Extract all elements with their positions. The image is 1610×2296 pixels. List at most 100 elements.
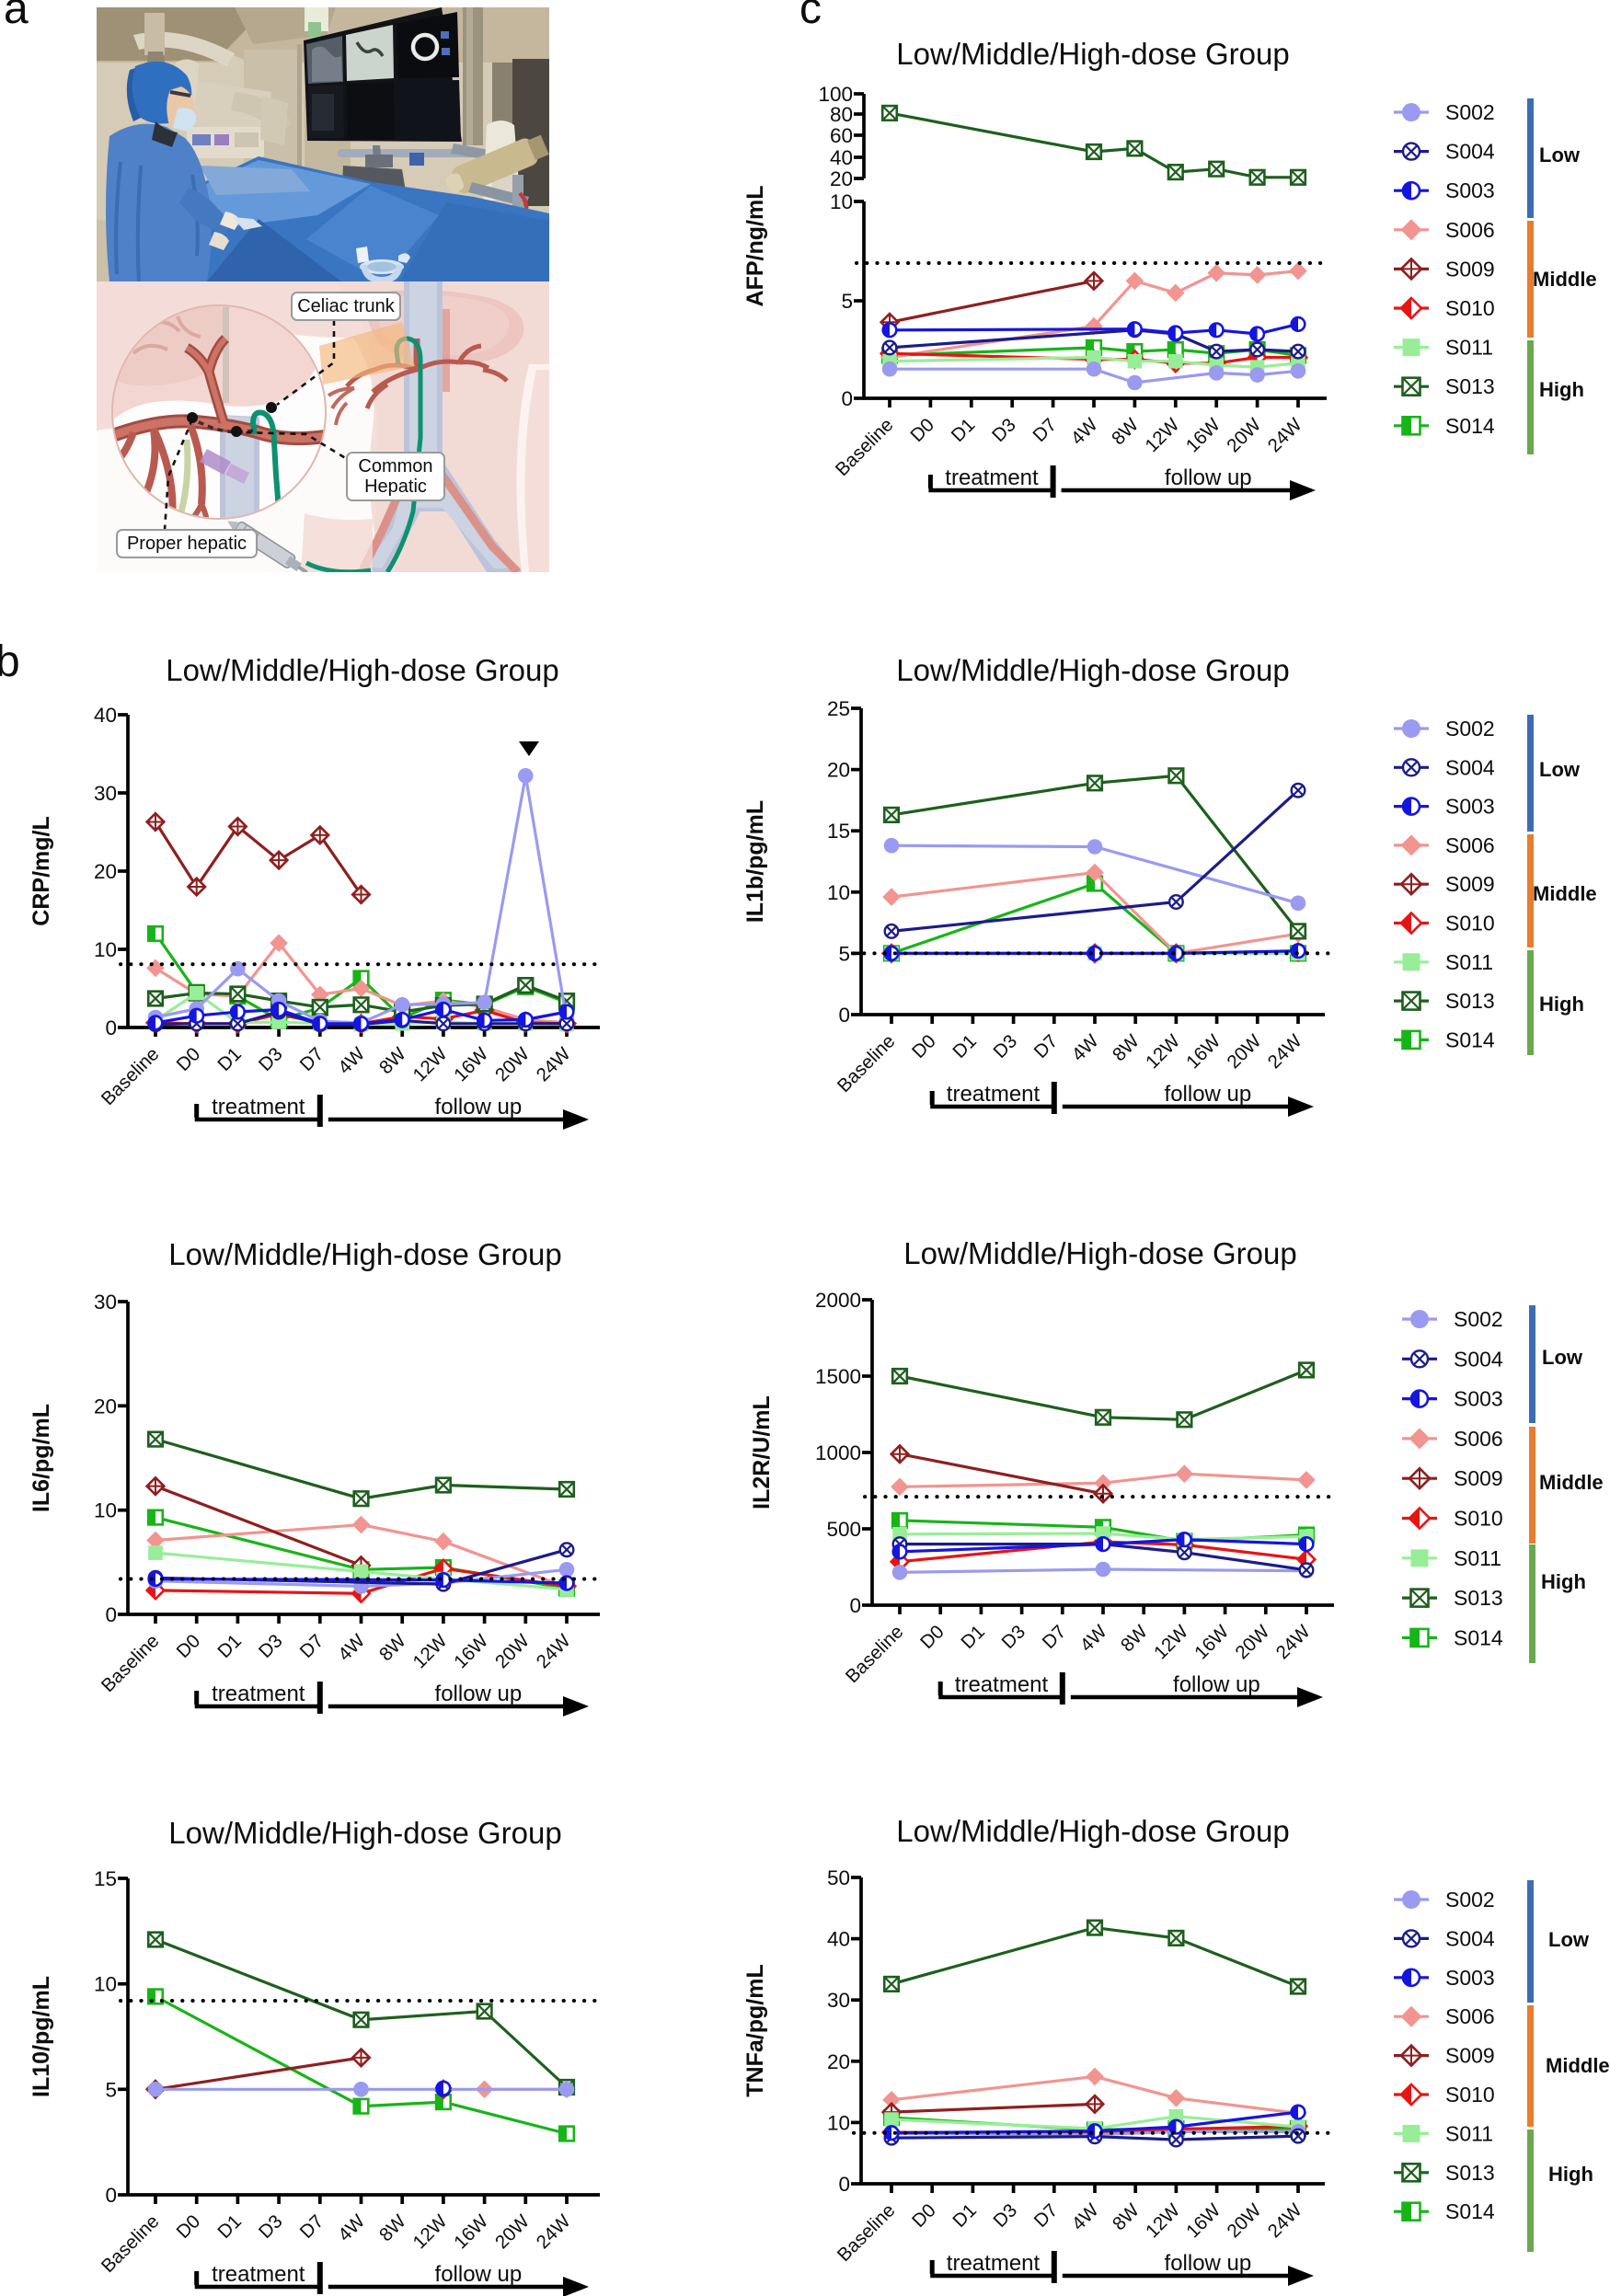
svg-text:High: High bbox=[1539, 993, 1584, 1016]
svg-text:S003: S003 bbox=[1454, 1387, 1503, 1411]
svg-text:AFP/ng/mL: AFP/ng/mL bbox=[742, 186, 768, 307]
svg-text:0: 0 bbox=[838, 1004, 850, 1027]
svg-text:S009: S009 bbox=[1445, 872, 1495, 896]
svg-text:S003: S003 bbox=[1445, 178, 1495, 202]
svg-text:10: 10 bbox=[94, 1973, 117, 1996]
svg-text:S011: S011 bbox=[1445, 2121, 1493, 2145]
svg-text:Low/Middle/High-dose Group: Low/Middle/High-dose Group bbox=[896, 653, 1289, 687]
svg-text:S011: S011 bbox=[1445, 336, 1493, 360]
svg-text:0: 0 bbox=[841, 387, 853, 410]
svg-text:S004: S004 bbox=[1445, 1926, 1495, 1950]
svg-text:S013: S013 bbox=[1454, 1586, 1503, 1610]
svg-text:S002: S002 bbox=[1454, 1307, 1503, 1331]
svg-text:10: 10 bbox=[827, 881, 850, 904]
svg-text:10: 10 bbox=[827, 2111, 850, 2134]
svg-text:20: 20 bbox=[830, 167, 853, 190]
svg-text:15: 15 bbox=[827, 820, 850, 843]
svg-text:Low/Middle/High-dose Group: Low/Middle/High-dose Group bbox=[896, 37, 1289, 71]
svg-text:20: 20 bbox=[827, 2050, 850, 2073]
svg-text:30: 30 bbox=[94, 1291, 117, 1314]
svg-text:S011: S011 bbox=[1445, 950, 1493, 974]
svg-text:Low/Middle/High-dose Group: Low/Middle/High-dose Group bbox=[168, 1816, 561, 1850]
svg-text:Middle: Middle bbox=[1533, 882, 1597, 905]
svg-text:Low/Middle/High-dose Group: Low/Middle/High-dose Group bbox=[166, 653, 558, 687]
svg-text:S006: S006 bbox=[1454, 1427, 1503, 1451]
svg-text:High: High bbox=[1548, 2163, 1593, 2186]
svg-text:S006: S006 bbox=[1445, 218, 1495, 242]
svg-text:follow up: follow up bbox=[1165, 2251, 1252, 2276]
svg-text:S010: S010 bbox=[1454, 1507, 1503, 1531]
svg-text:1000: 1000 bbox=[815, 1441, 861, 1464]
svg-text:S010: S010 bbox=[1445, 296, 1495, 320]
svg-text:Celiac trunk: Celiac trunk bbox=[297, 296, 396, 316]
svg-text:S009: S009 bbox=[1454, 1466, 1503, 1490]
svg-text:TNFa/pg/mL: TNFa/pg/mL bbox=[742, 1964, 768, 2096]
svg-text:Low: Low bbox=[1539, 144, 1581, 166]
svg-text:10: 10 bbox=[94, 1499, 117, 1522]
svg-text:treatment: treatment bbox=[955, 1672, 1049, 1697]
svg-text:Low: Low bbox=[1542, 1346, 1583, 1369]
svg-text:50: 50 bbox=[827, 1866, 850, 1889]
svg-text:follow up: follow up bbox=[435, 1095, 523, 1119]
svg-text:15: 15 bbox=[94, 1867, 117, 1890]
svg-text:1500: 1500 bbox=[815, 1365, 861, 1388]
svg-text:S004: S004 bbox=[1445, 755, 1495, 779]
svg-text:5: 5 bbox=[841, 290, 853, 313]
svg-text:25: 25 bbox=[827, 697, 850, 720]
svg-text:S002: S002 bbox=[1445, 717, 1495, 740]
svg-text:treatment: treatment bbox=[947, 2251, 1041, 2276]
svg-text:5: 5 bbox=[105, 2078, 117, 2101]
svg-text:a: a bbox=[4, 0, 29, 33]
svg-text:IL6/pg/mL: IL6/pg/mL bbox=[29, 1404, 54, 1512]
svg-text:S010: S010 bbox=[1445, 2083, 1495, 2107]
svg-text:S006: S006 bbox=[1445, 833, 1495, 857]
svg-text:40: 40 bbox=[94, 704, 117, 727]
svg-text:S004: S004 bbox=[1454, 1347, 1503, 1371]
svg-text:20: 20 bbox=[827, 759, 850, 782]
svg-text:S003: S003 bbox=[1445, 795, 1495, 819]
svg-text:S014: S014 bbox=[1445, 1027, 1495, 1051]
svg-text:IL10/pg/mL: IL10/pg/mL bbox=[29, 1976, 54, 2097]
svg-text:80: 80 bbox=[830, 103, 853, 126]
svg-text:S011: S011 bbox=[1454, 1546, 1501, 1570]
svg-text:Middle: Middle bbox=[1546, 2054, 1610, 2077]
svg-text:S002: S002 bbox=[1445, 100, 1495, 124]
svg-text:Low/Middle/High-dose Group: Low/Middle/High-dose Group bbox=[168, 1237, 561, 1271]
svg-text:b: b bbox=[0, 637, 20, 686]
svg-text:follow up: follow up bbox=[435, 2262, 523, 2287]
svg-text:treatment: treatment bbox=[212, 1682, 305, 1706]
svg-text:40: 40 bbox=[827, 1928, 850, 1951]
svg-text:30: 30 bbox=[94, 782, 117, 805]
svg-text:0: 0 bbox=[105, 1016, 117, 1039]
svg-text:IL1b/pg/mL: IL1b/pg/mL bbox=[742, 800, 768, 923]
svg-text:100: 100 bbox=[818, 83, 853, 106]
svg-text:500: 500 bbox=[826, 1518, 861, 1541]
svg-text:S009: S009 bbox=[1445, 257, 1495, 281]
svg-text:0: 0 bbox=[105, 2184, 117, 2207]
svg-text:Middle: Middle bbox=[1533, 268, 1597, 291]
svg-text:10: 10 bbox=[830, 190, 853, 213]
svg-text:Proper hepatic: Proper hepatic bbox=[127, 534, 247, 554]
svg-text:S006: S006 bbox=[1445, 2004, 1495, 2028]
svg-text:follow up: follow up bbox=[1165, 1082, 1252, 1107]
svg-text:S014: S014 bbox=[1454, 1625, 1503, 1649]
svg-text:treatment: treatment bbox=[212, 2262, 305, 2287]
svg-text:S013: S013 bbox=[1445, 2161, 1495, 2185]
svg-text:10: 10 bbox=[94, 938, 117, 961]
svg-text:S004: S004 bbox=[1445, 140, 1495, 164]
svg-text:60: 60 bbox=[830, 124, 853, 147]
svg-text:treatment: treatment bbox=[212, 1095, 305, 1119]
svg-text:Common: Common bbox=[358, 456, 432, 476]
svg-text:Hepatic: Hepatic bbox=[364, 476, 427, 497]
svg-text:20: 20 bbox=[94, 860, 117, 883]
svg-text:S013: S013 bbox=[1445, 989, 1495, 1013]
svg-text:treatment: treatment bbox=[947, 1082, 1041, 1107]
svg-text:0: 0 bbox=[105, 1603, 117, 1626]
svg-text:S010: S010 bbox=[1445, 912, 1495, 936]
svg-text:CRP/mg/L: CRP/mg/L bbox=[29, 816, 54, 925]
svg-text:Low/Middle/High-dose Group: Low/Middle/High-dose Group bbox=[896, 1814, 1289, 1848]
svg-text:S002: S002 bbox=[1445, 1888, 1495, 1911]
svg-text:Low/Middle/High-dose Group: Low/Middle/High-dose Group bbox=[903, 1236, 1296, 1270]
svg-text:5: 5 bbox=[838, 942, 850, 965]
svg-text:c: c bbox=[799, 0, 822, 33]
